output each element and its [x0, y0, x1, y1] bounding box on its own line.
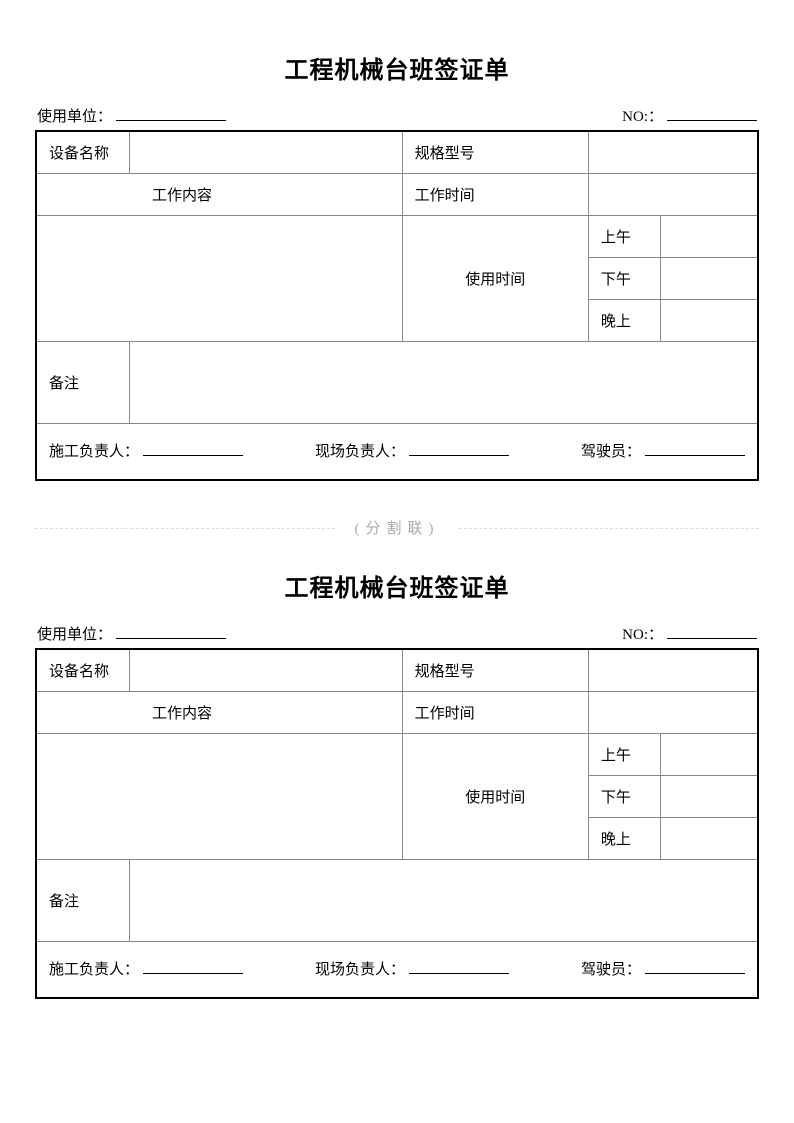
form-header-line: 使用单位： NO:：: [35, 103, 759, 126]
form-header-line: 使用单位： NO:：: [35, 621, 759, 644]
site-leader-label: 现场负责人：: [315, 958, 405, 979]
work-time-value[interactable]: [588, 692, 758, 734]
no-field: NO:：: [622, 103, 757, 126]
morning-value[interactable]: [661, 734, 758, 776]
site-leader-field: 现场负责人：: [315, 438, 509, 461]
no-label: NO:：: [622, 623, 663, 644]
site-leader-input[interactable]: [409, 956, 509, 974]
using-unit-label: 使用单位：: [37, 105, 112, 126]
remark-label: 备注: [36, 860, 129, 942]
evening-value[interactable]: [661, 300, 758, 342]
construction-leader-input[interactable]: [143, 438, 243, 456]
construction-leader-input[interactable]: [143, 956, 243, 974]
equipment-name-label: 设备名称: [36, 649, 129, 692]
afternoon-value[interactable]: [661, 258, 758, 300]
table-row: 备注: [36, 860, 758, 942]
separator-label: (分割联): [35, 517, 759, 538]
morning-value[interactable]: [661, 216, 758, 258]
form-title: 工程机械台班签证单: [35, 568, 759, 603]
driver-input[interactable]: [645, 956, 745, 974]
remark-value[interactable]: [129, 342, 758, 424]
table-row: 备注: [36, 342, 758, 424]
equipment-name-value[interactable]: [129, 131, 402, 174]
use-time-label: 使用时间: [402, 734, 588, 860]
spec-model-value[interactable]: [588, 131, 758, 174]
table-row: 设备名称 规格型号: [36, 649, 758, 692]
signature-row: 施工负责人： 现场负责人： 驾驶员：: [36, 942, 758, 999]
remark-value[interactable]: [129, 860, 758, 942]
morning-label: 上午: [588, 734, 660, 776]
site-leader-label: 现场负责人：: [315, 440, 405, 461]
work-time-value[interactable]: [588, 174, 758, 216]
no-label: NO:：: [622, 105, 663, 126]
using-unit-input[interactable]: [116, 103, 226, 121]
using-unit-field: 使用单位：: [37, 103, 226, 126]
form-top: 工程机械台班签证单 使用单位： NO:： 设备名称 规格型号 工作内容 工作时间…: [35, 50, 759, 481]
evening-value[interactable]: [661, 818, 758, 860]
equipment-name-value[interactable]: [129, 649, 402, 692]
using-unit-input[interactable]: [116, 621, 226, 639]
spec-model-label: 规格型号: [402, 131, 588, 174]
work-content-label: 工作内容: [36, 174, 402, 216]
equipment-name-label: 设备名称: [36, 131, 129, 174]
no-field: NO:：: [622, 621, 757, 644]
site-leader-field: 现场负责人：: [315, 956, 509, 979]
afternoon-label: 下午: [588, 258, 660, 300]
signature-row: 施工负责人： 现场负责人： 驾驶员：: [36, 424, 758, 481]
evening-label: 晚上: [588, 818, 660, 860]
construction-leader-field: 施工负责人：: [49, 438, 243, 461]
remark-label: 备注: [36, 342, 129, 424]
afternoon-value[interactable]: [661, 776, 758, 818]
work-content-value[interactable]: [36, 734, 402, 860]
driver-input[interactable]: [645, 438, 745, 456]
construction-leader-field: 施工负责人：: [49, 956, 243, 979]
table-row: 设备名称 规格型号: [36, 131, 758, 174]
evening-label: 晚上: [588, 300, 660, 342]
table-row: 使用时间 上午: [36, 734, 758, 776]
site-leader-input[interactable]: [409, 438, 509, 456]
construction-leader-label: 施工负责人：: [49, 440, 139, 461]
work-content-label: 工作内容: [36, 692, 402, 734]
driver-label: 驾驶员：: [581, 440, 641, 461]
no-input[interactable]: [667, 103, 757, 121]
afternoon-label: 下午: [588, 776, 660, 818]
work-content-value[interactable]: [36, 216, 402, 342]
morning-label: 上午: [588, 216, 660, 258]
spec-model-label: 规格型号: [402, 649, 588, 692]
table-row: 工作内容 工作时间: [36, 692, 758, 734]
using-unit-label: 使用单位：: [37, 623, 112, 644]
table-row: 使用时间 上午: [36, 216, 758, 258]
form-table: 设备名称 规格型号 工作内容 工作时间 使用时间 上午 下午 晚上 备注: [35, 130, 759, 481]
driver-field: 驾驶员：: [581, 956, 745, 979]
table-row: 工作内容 工作时间: [36, 174, 758, 216]
no-input[interactable]: [667, 621, 757, 639]
work-time-label: 工作时间: [402, 692, 588, 734]
construction-leader-label: 施工负责人：: [49, 958, 139, 979]
form-bottom: 工程机械台班签证单 使用单位： NO:： 设备名称 规格型号 工作内容 工作时间…: [35, 568, 759, 999]
form-title: 工程机械台班签证单: [35, 50, 759, 85]
driver-field: 驾驶员：: [581, 438, 745, 461]
spec-model-value[interactable]: [588, 649, 758, 692]
using-unit-field: 使用单位：: [37, 621, 226, 644]
driver-label: 驾驶员：: [581, 958, 641, 979]
use-time-label: 使用时间: [402, 216, 588, 342]
work-time-label: 工作时间: [402, 174, 588, 216]
form-table: 设备名称 规格型号 工作内容 工作时间 使用时间 上午 下午 晚上 备注: [35, 648, 759, 999]
